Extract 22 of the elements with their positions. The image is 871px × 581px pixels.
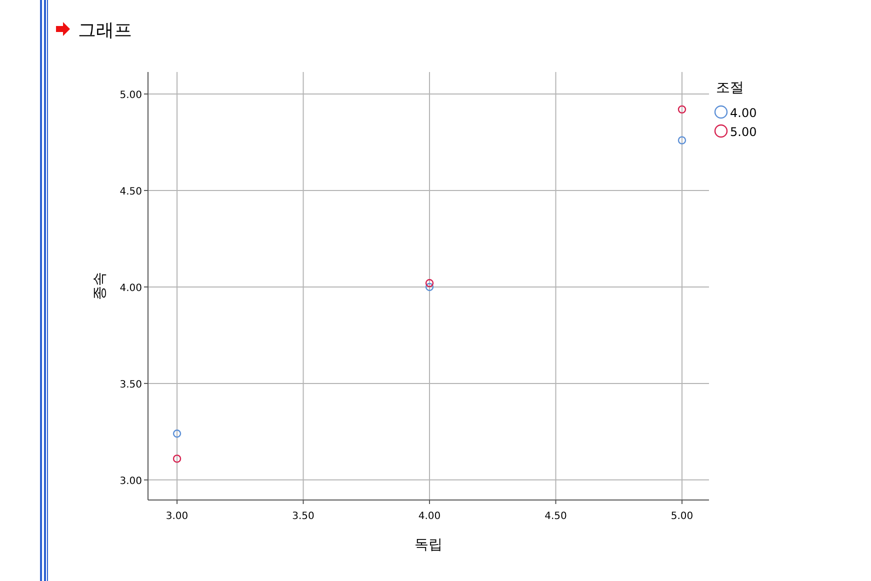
legend-title: 조절	[716, 80, 744, 96]
x-tick-label: 4.00	[418, 511, 441, 522]
x-tick-label: 4.50	[544, 511, 567, 522]
point	[425, 279, 434, 288]
x-tick-label: 3.00	[166, 511, 188, 522]
x-axis-title: 독립	[414, 537, 442, 553]
y-tick-label: 4.00	[120, 282, 142, 294]
x-tick-label: 5.00	[670, 511, 694, 522]
point	[678, 136, 686, 144]
legend-label: 4.00	[730, 106, 757, 120]
y-tick-label: 5.00	[120, 90, 142, 101]
point	[172, 454, 182, 463]
x-tick-label: 3.50	[292, 511, 314, 522]
point	[678, 105, 686, 114]
y-tick-label: 3.50	[120, 379, 142, 390]
point	[425, 282, 434, 292]
y-tick-label: 3.00	[120, 476, 142, 487]
y-tick-label: 4.50	[120, 186, 142, 198]
chart-title: 그래프	[78, 20, 132, 41]
point	[172, 430, 182, 438]
y-axis-title: 종속	[92, 272, 108, 300]
legend-label: 5.00	[730, 125, 757, 139]
